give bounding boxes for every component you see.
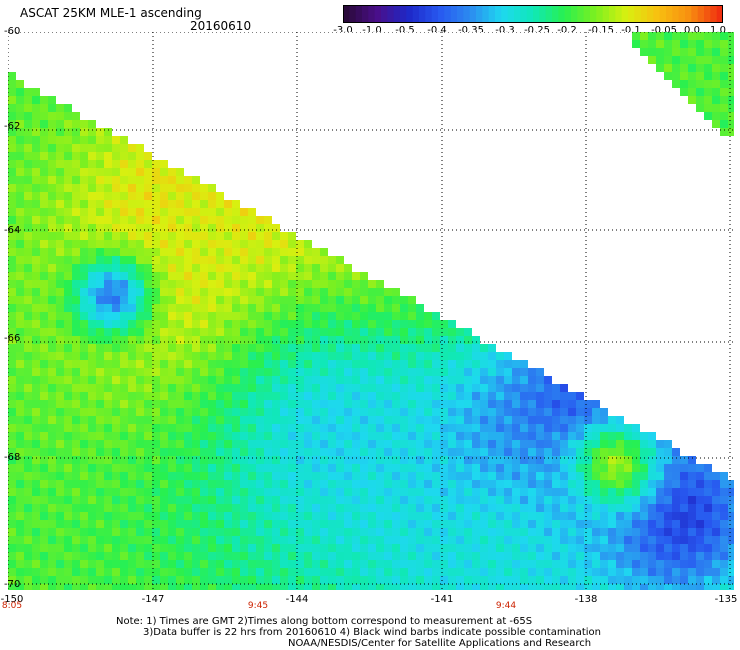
colorbar-segment [621,5,629,23]
time-label: 8:05 [1,601,23,611]
note-line-3: NOAA/NESDIS/Center for Satellite Applica… [288,638,592,649]
colorbar-segment [634,5,642,23]
colorbar-segment [583,5,591,23]
colorbar-segment [343,5,350,23]
colorbar-segment [653,5,661,23]
colorbar-segment [362,5,369,23]
colorbar-segment [520,5,528,23]
colorbar-segment [697,5,705,23]
colorbar-segment [533,5,540,23]
colorbar [343,5,723,23]
colorbar-label: 1.0 [710,25,726,36]
product-date: 20160610 [190,19,252,33]
x-tick-label: -138 [574,594,598,605]
colorbar-segment [691,5,699,23]
colorbar-label: -0.15 [588,25,614,36]
colorbar-label: -0.5 [395,25,415,36]
y-tick-label: -70 [4,579,21,590]
y-tick-label: -66 [4,333,21,344]
colorbar-segment [640,5,648,23]
colorbar-segment [393,5,401,23]
colorbar-segment [501,5,509,23]
colorbar-segment [659,5,667,23]
colorbar-segment [716,5,723,23]
colorbar-segment [444,5,452,23]
colorbar-label: -0.35 [458,25,484,36]
colorbar-segment [552,5,559,23]
y-tick-label: -62 [4,121,21,132]
colorbar-segment [507,5,515,23]
colorbar-segment [431,5,439,23]
colorbar-segment [685,5,692,23]
colorbar-segment [438,5,445,23]
note-line-1: Note: 1) Times are GMT 2)Times along bot… [116,616,533,627]
y-tick-label: -60 [4,26,21,37]
colorbar-segment [558,5,566,23]
colorbar-segment [526,5,534,23]
colorbar-segment [368,5,376,23]
colorbar-segment [400,5,407,23]
colorbar-segment [419,5,426,23]
colorbar-segment [482,5,490,23]
colorbar-label: -0.3 [495,25,515,36]
colorbar-segment [387,5,395,23]
colorbar-segment [450,5,458,23]
x-tick-label: -144 [285,594,309,605]
colorbar-segment [374,5,382,23]
colorbar-label: -0.2 [557,25,577,36]
colorbar-segment [602,5,610,23]
colorbar-label: 0.0 [684,25,700,36]
note-line-2: 3)Data buffer is 22 hrs from 20160610 4)… [143,627,601,638]
colorbar-segment [647,5,654,23]
colorbar-segment [412,5,420,23]
colorbar-segment [678,5,686,23]
colorbar-frame [343,5,723,23]
colorbar-segment [514,5,521,23]
y-tick-label: -68 [4,452,21,463]
colorbar-segment [495,5,502,23]
colorbar-segment [609,5,616,23]
graticule [8,32,734,590]
colorbar-segment [571,5,578,23]
colorbar-segment [381,5,388,23]
colorbar-segment [539,5,547,23]
colorbar-label: -0.1 [621,25,641,36]
colorbar-segment [545,5,553,23]
x-tick-label: -141 [430,594,454,605]
colorbar-segment [476,5,483,23]
colorbar-segment [463,5,471,23]
colorbar-segment [590,5,597,23]
colorbar-label: -3.0 [333,25,353,36]
colorbar-segment [577,5,585,23]
colorbar-segment [457,5,464,23]
colorbar-label: -0.4 [427,25,447,36]
colorbar-segment [615,5,623,23]
colorbar-segment [628,5,635,23]
x-tick-label: -150 [0,594,24,605]
colorbar-segment [564,5,572,23]
colorbar-segment [666,5,673,23]
colorbar-segment [469,5,477,23]
colorbar-segment [704,5,711,23]
colorbar-segment [672,5,680,23]
time-label: 9:44 [495,601,517,611]
colorbar-label: -0.05 [651,25,677,36]
swath-map [8,32,734,590]
colorbar-label: -1.0 [362,25,382,36]
y-tick-label: -64 [4,225,21,236]
colorbar-segment [355,5,363,23]
x-tick-label: -147 [141,594,165,605]
colorbar-segment [710,5,718,23]
product-title: ASCAT 25KM MLE-1 ascending [20,6,202,20]
colorbar-segment [425,5,433,23]
colorbar-segment [596,5,604,23]
time-label: 9:45 [247,601,269,611]
swath-cells [8,32,734,590]
colorbar-segment [488,5,496,23]
colorbar-segment [349,5,357,23]
colorbar-label: -0.25 [524,25,550,36]
x-tick-label: -135 [714,594,738,605]
colorbar-segment [406,5,414,23]
